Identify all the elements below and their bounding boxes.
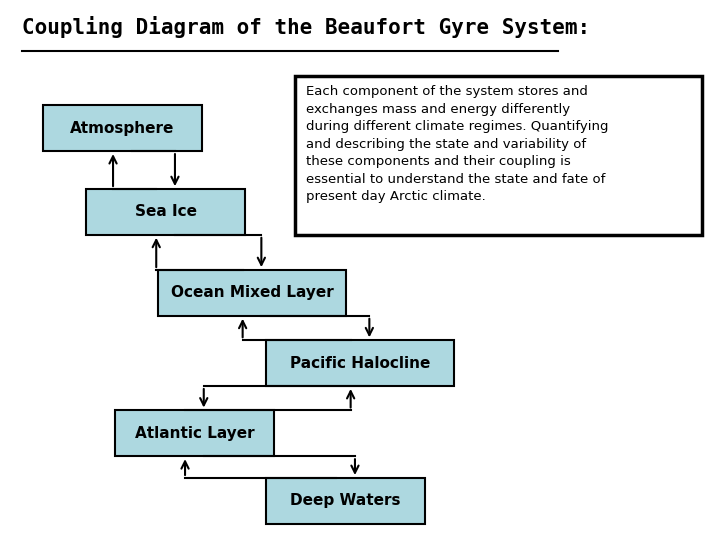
Text: Atlantic Layer: Atlantic Layer [135,426,254,441]
FancyBboxPatch shape [86,189,245,235]
Text: Each component of the system stores and
exchanges mass and energy differently
du: Each component of the system stores and … [306,85,608,204]
Text: Coupling Diagram of the Beaufort Gyre System:: Coupling Diagram of the Beaufort Gyre Sy… [22,16,590,38]
FancyBboxPatch shape [158,270,346,316]
FancyBboxPatch shape [295,76,702,235]
FancyBboxPatch shape [266,478,425,524]
Text: Atmosphere: Atmosphere [71,121,174,136]
Text: Pacific Halocline: Pacific Halocline [290,356,430,370]
FancyBboxPatch shape [115,410,274,456]
Text: Deep Waters: Deep Waters [290,494,401,508]
FancyBboxPatch shape [43,105,202,151]
FancyBboxPatch shape [266,340,454,386]
Text: Sea Ice: Sea Ice [135,205,197,219]
Text: Ocean Mixed Layer: Ocean Mixed Layer [171,286,333,300]
